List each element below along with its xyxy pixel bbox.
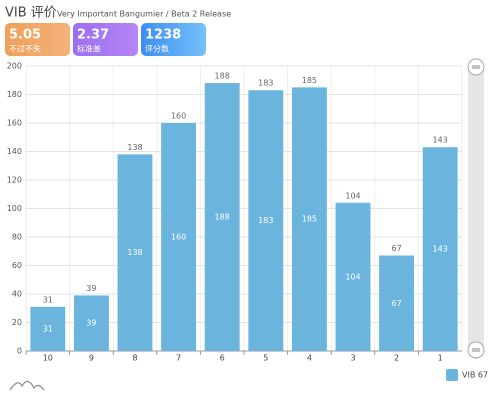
slider-track[interactable]: [468, 58, 484, 358]
y-tick-label: 180: [7, 90, 22, 99]
stat-value: 1238: [145, 28, 181, 43]
x-tick-label: 1: [438, 354, 443, 363]
bar: [291, 87, 327, 351]
slider-handle-bottom[interactable]: [467, 341, 485, 359]
bar: [30, 306, 66, 351]
y-tick-label: 120: [7, 176, 22, 185]
bar: [117, 154, 153, 351]
slider-handle-top[interactable]: [467, 58, 485, 76]
stat-value: 2.37: [77, 28, 109, 43]
y-tick-label: 140: [7, 147, 22, 156]
value-label: 185: [302, 76, 317, 85]
value-label-inner: 104: [345, 272, 360, 281]
y-tick-label: 20: [12, 318, 22, 327]
value-label-inner: 185: [302, 215, 317, 224]
value-label: 188: [215, 72, 230, 81]
chart-title: VIB 评价: [5, 6, 57, 21]
value-label-inner: 183: [258, 216, 273, 225]
chart-subtitle: Very Important Bangumier / Beta 2 Releas…: [57, 10, 231, 19]
value-label: 138: [127, 143, 142, 152]
value-label-inner: 188: [215, 213, 230, 222]
value-label-inner: 39: [86, 319, 96, 328]
value-label-inner: 160: [171, 233, 186, 242]
bar: [73, 295, 109, 351]
value-label-inner: 31: [43, 324, 53, 333]
y-tick-label: 0: [17, 347, 22, 356]
value-label: 104: [345, 191, 360, 200]
x-tick-label: 7: [176, 354, 181, 363]
bar: [248, 90, 284, 351]
value-label: 160: [171, 112, 186, 121]
legend-swatch[interactable]: [446, 369, 458, 381]
stat-label: 不过不失: [9, 44, 41, 54]
value-label: 39: [86, 284, 96, 293]
x-tick-label: 9: [89, 354, 94, 363]
logo-icon: [9, 380, 45, 391]
stat-card: [141, 23, 206, 56]
x-tick-label: 4: [307, 354, 312, 363]
bar: [161, 123, 197, 351]
stat-label: 评分数: [145, 44, 169, 54]
value-label: 31: [43, 295, 53, 304]
x-tick-label: 8: [132, 354, 137, 363]
value-label: 67: [392, 244, 402, 253]
bar: [422, 147, 458, 351]
y-tick-label: 200: [7, 62, 22, 71]
x-tick-label: 6: [220, 354, 225, 363]
stat-label: 标准差: [77, 44, 101, 54]
value-label-inner: 143: [433, 245, 448, 254]
x-tick-label: 5: [263, 354, 268, 363]
stat-card: [73, 23, 138, 56]
x-tick-label: 10: [43, 354, 53, 363]
value-label-inner: 67: [392, 299, 402, 308]
stat-card: [5, 23, 70, 56]
x-tick-label: 3: [350, 354, 355, 363]
stat-value: 5.05: [9, 28, 41, 43]
bar: [335, 202, 371, 351]
value-label: 183: [258, 79, 273, 88]
y-tick-label: 160: [7, 119, 22, 128]
bar: [204, 83, 240, 351]
y-tick-label: 40: [12, 290, 22, 299]
value-label-inner: 138: [127, 248, 142, 257]
value-label: 143: [433, 136, 448, 145]
x-tick-label: 2: [394, 354, 399, 363]
y-tick-label: 80: [12, 233, 22, 242]
legend-label[interactable]: VIB 67: [462, 371, 488, 380]
bar: [379, 255, 415, 351]
y-tick-label: 100: [7, 204, 22, 213]
y-tick-label: 60: [12, 261, 22, 270]
